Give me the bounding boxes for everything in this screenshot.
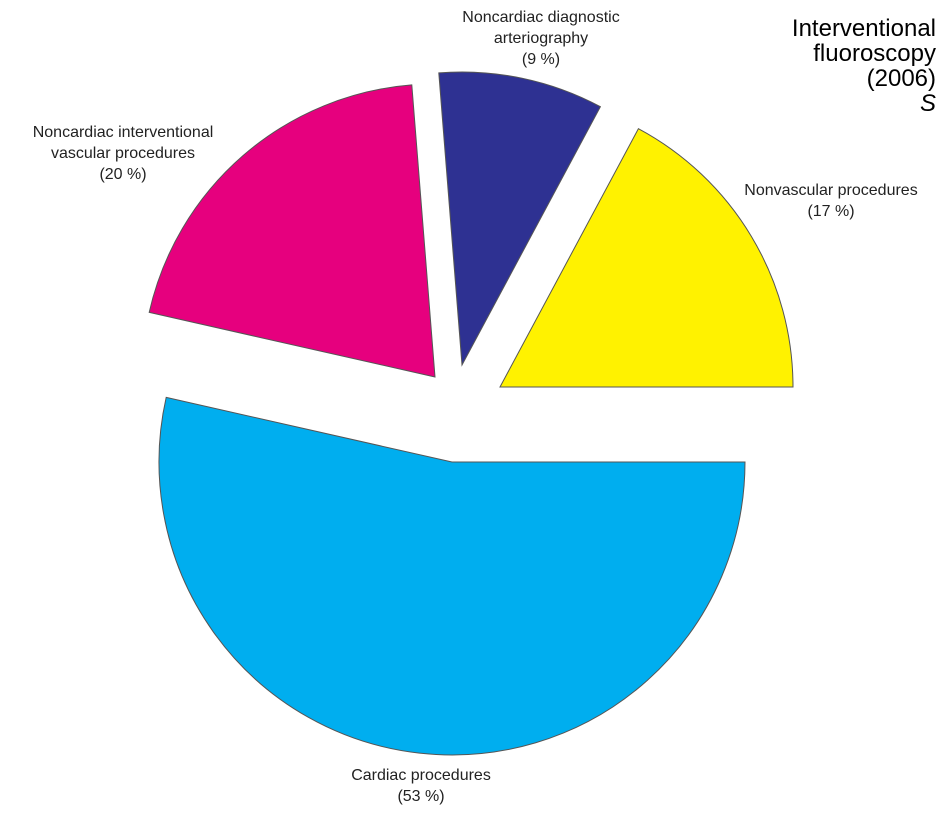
slice-2-label-line-2: vascular procedures bbox=[51, 145, 195, 162]
pie-slice-4 bbox=[499, 128, 794, 388]
title-line-4: S bbox=[919, 90, 936, 117]
title-line-3: (2006) bbox=[866, 65, 936, 92]
slice-2-percent-label: (20 %) bbox=[99, 166, 146, 183]
pie-slice-3 bbox=[438, 71, 602, 367]
title-line-1: Interventional bbox=[791, 15, 936, 42]
slice-4-label-line-1: Nonvascular procedures bbox=[744, 182, 917, 199]
pie-slice-1 bbox=[158, 396, 746, 756]
slice-3-label-line-2: arteriography bbox=[494, 30, 588, 47]
slice-4-percent-label: (17 %) bbox=[807, 203, 854, 220]
slice-2-label-line-1: Noncardiac interventional bbox=[33, 124, 214, 141]
pie-slices bbox=[148, 71, 794, 756]
slice-1-percent-label: (53 %) bbox=[397, 788, 444, 805]
title-line-2: fluoroscopy bbox=[813, 40, 936, 67]
pie-slice-2 bbox=[148, 84, 436, 378]
slice-3-percent-label: (9 %) bbox=[522, 51, 560, 68]
pie-labels: Cardiac procedures (53 %) Noncardiac inter… bbox=[33, 9, 918, 805]
slice-3-label-line-1: Noncardiac diagnostic bbox=[462, 9, 619, 26]
slice-1-label-line-1: Cardiac procedures bbox=[351, 767, 491, 784]
chart-title: Interventional fluoroscopy (2006) S bbox=[792, 16, 936, 116]
